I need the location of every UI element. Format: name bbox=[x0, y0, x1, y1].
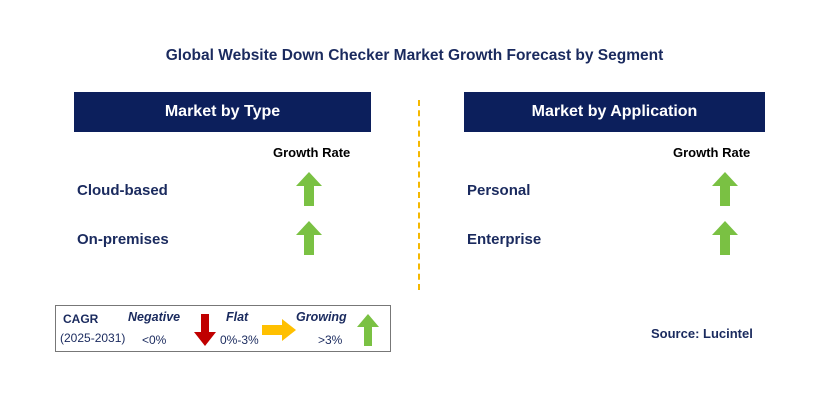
legend-period: (2025-2031) bbox=[60, 331, 126, 345]
type-row-label-on-premises: On-premises bbox=[77, 231, 169, 248]
up-arrow-icon bbox=[712, 221, 738, 255]
legend-growing-label: Growing bbox=[296, 310, 347, 324]
application-row-label-enterprise: Enterprise bbox=[467, 231, 542, 248]
right-arrow-icon bbox=[262, 319, 296, 341]
legend-cagr-label: CAGR bbox=[63, 312, 99, 326]
application-growth-rate-header: Growth Rate bbox=[673, 145, 751, 160]
chart-title: Global Website Down Checker Market Growt… bbox=[165, 47, 664, 64]
application-row-label-personal: Personal bbox=[467, 182, 531, 199]
up-arrow-icon bbox=[296, 172, 322, 206]
legend-flat-range: 0%-3% bbox=[220, 333, 259, 347]
panel-divider bbox=[418, 100, 420, 290]
legend-negative-range: <0% bbox=[142, 333, 167, 347]
legend-growing-range: >3% bbox=[318, 333, 343, 347]
application-panel-header: Market by Application bbox=[464, 92, 765, 132]
up-arrow-icon bbox=[296, 221, 322, 255]
down-arrow-icon bbox=[194, 314, 216, 346]
type-row-label-cloud-based: Cloud-based bbox=[77, 182, 168, 199]
legend-flat-label: Flat bbox=[226, 310, 249, 324]
source-note: Source: Lucintel bbox=[651, 326, 753, 341]
type-panel-header: Market by Type bbox=[74, 92, 371, 132]
up-arrow-icon bbox=[357, 314, 379, 346]
up-arrow-icon bbox=[712, 172, 738, 206]
legend-box bbox=[55, 305, 391, 352]
legend-negative-label: Negative bbox=[128, 310, 181, 324]
type-growth-rate-header: Growth Rate bbox=[273, 145, 351, 160]
